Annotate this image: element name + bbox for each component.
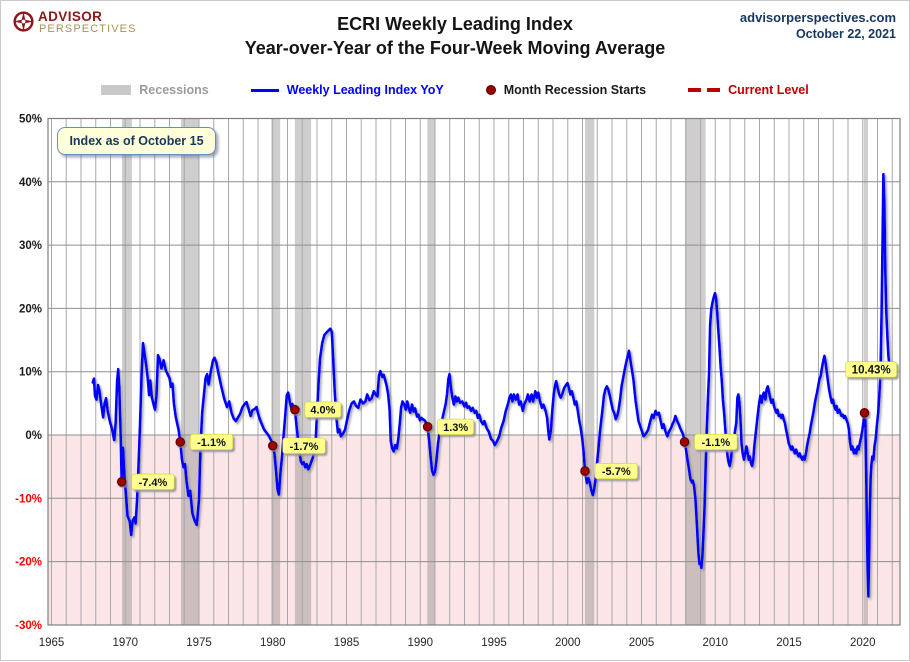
y-tick-label: -30%: [15, 620, 42, 632]
recession-start-dot: [116, 477, 127, 487]
source-block: advisorperspectives.com October 22, 2021: [740, 9, 896, 43]
y-tick-label: 30%: [19, 240, 42, 252]
x-tick-label: 1985: [334, 637, 360, 649]
recession-start-dot: [290, 404, 300, 415]
chart-subtitle: Year-over-Year of the Four-Week Moving A…: [244, 38, 666, 58]
svg-text:-7.4%: -7.4%: [139, 477, 168, 489]
logo-word-perspectives: PERSPECTIVES: [39, 23, 137, 35]
plot-border: [47, 117, 901, 626]
x-tick-label: 1990: [407, 637, 433, 649]
svg-text:-1.7%: -1.7%: [290, 441, 319, 453]
chart-title: ECRI Weekly Leading Index: [337, 14, 573, 34]
compass-logo-icon: [12, 10, 35, 38]
value-tag: 1.3%: [437, 418, 474, 435]
value-tag: -7.4%: [131, 473, 175, 490]
dash-swatch: [688, 88, 721, 92]
recession-start-dot: [175, 437, 186, 447]
legend-item-recessions: Recessions: [101, 83, 209, 97]
x-tick-label: 2005: [629, 637, 655, 649]
logo-word-advisor: ADVISOR: [38, 9, 103, 24]
dot-swatch: [485, 85, 496, 95]
value-tag: -5.7%: [594, 463, 638, 480]
recession-start-dot: [679, 437, 690, 447]
value-tag: -1.1%: [189, 433, 234, 451]
svg-text:-1.1%: -1.1%: [701, 437, 730, 449]
line-swatch: [250, 88, 279, 92]
svg-text:1.3%: 1.3%: [443, 422, 468, 434]
value-tag: -1.7%: [282, 437, 326, 454]
legend-item-wli: Weekly Leading Index YoY: [250, 83, 444, 97]
x-tick-label: 1975: [186, 637, 212, 649]
advisor-perspectives-logo: ADVISOR PERSPECTIVES: [12, 10, 137, 38]
y-tick-label: -10%: [15, 493, 42, 505]
recession-start-dot: [580, 466, 590, 476]
recession-band-swatch: [101, 85, 132, 95]
legend-label-recession-starts: Month Recession Starts: [503, 83, 647, 97]
value-tag: 4.0%: [304, 401, 342, 418]
recession-start-dot: [859, 408, 870, 418]
wli-yoy-line: [91, 172, 892, 598]
index-as-of-annotation: Index as of October 15: [57, 127, 216, 155]
legend-label-current-level: Current Level: [728, 83, 809, 97]
svg-text:-5.7%: -5.7%: [602, 466, 631, 478]
legend: Recessions Weekly Leading Index YoY Mont…: [1, 83, 909, 97]
x-tick-label: 1980: [260, 637, 286, 649]
x-tick-label: 2020: [850, 637, 876, 649]
source-site: advisorperspectives.com: [739, 10, 896, 25]
x-tick-label: 1965: [39, 637, 65, 649]
x-tick-label: 2015: [776, 637, 802, 649]
x-tick-label: 1970: [112, 637, 138, 649]
value-tag: 10.43%: [845, 361, 897, 378]
value-tag: -1.1%: [694, 433, 738, 451]
negative-zone: [48, 435, 900, 625]
x-tick-label: 2010: [702, 637, 728, 649]
y-tick-label: 40%: [19, 177, 42, 189]
y-tick-label: 20%: [19, 303, 42, 315]
legend-label-wli: Weekly Leading Index YoY: [286, 83, 444, 97]
svg-text:4.0%: 4.0%: [310, 405, 335, 417]
y-tick-label: 10%: [19, 367, 42, 379]
legend-item-current-level: Current Level: [688, 83, 809, 97]
recession-start-dot: [267, 440, 278, 451]
recession-start-dot: [422, 421, 433, 432]
x-tick-label: 1995: [481, 637, 507, 649]
legend-item-recession-starts: Month Recession Starts: [485, 83, 647, 97]
legend-label-recessions: Recessions: [139, 83, 209, 97]
chart-title-block: ECRI Weekly Leading Index Year-over-Year…: [171, 12, 739, 60]
y-tick-label: 50%: [19, 114, 42, 126]
y-tick-label: -20%: [15, 557, 42, 569]
source-date: October 22, 2021: [795, 27, 896, 41]
svg-text:10.43%: 10.43%: [852, 364, 891, 376]
svg-text:-1.1%: -1.1%: [197, 437, 226, 449]
x-tick-label: 2000: [555, 637, 581, 649]
y-tick-label: 0%: [25, 430, 42, 442]
